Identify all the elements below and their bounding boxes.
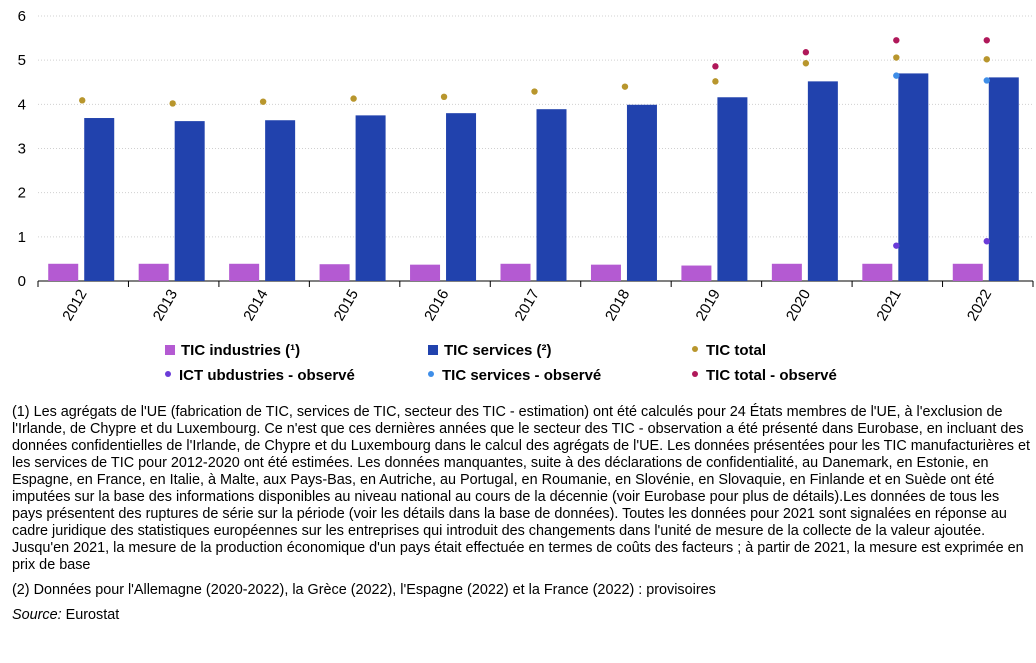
y-tick-label: 2 (18, 185, 26, 202)
bar-tic-services (626, 104, 657, 282)
footnote-1: (1) Les agrégats de l'UE (fabrication de… (12, 404, 1030, 573)
point-tic-total (440, 93, 448, 101)
point-tic-total (802, 60, 810, 67)
legend-dot-ict-observe (165, 371, 171, 377)
legend-label: ICT ubdustries - observé (179, 367, 355, 384)
point-ict-ubdustries-observ (893, 242, 900, 249)
legend: TIC industries (¹) TIC services (²) TIC … (0, 336, 1036, 392)
legend-item-tic-industries: TIC industries (¹) (165, 342, 300, 359)
legend-swatch-tic-industries (165, 345, 175, 355)
point-tic-total (169, 100, 176, 107)
bar-tic-services (898, 73, 929, 282)
y-tick-label: 0 (18, 273, 26, 290)
bar-tic-industries (48, 263, 79, 281)
legend-dot-tic-services-observe (428, 371, 434, 377)
x-tick-label: 2014 (240, 287, 271, 324)
bar-tic-services (265, 120, 296, 281)
point-ict-ubdustries-observ (983, 238, 990, 245)
legend-swatch-tic-services (428, 345, 438, 355)
source-label: Source: (12, 607, 62, 623)
point-tic-total (893, 54, 900, 61)
point-tic-total (79, 97, 86, 104)
point-tic-total (259, 98, 267, 105)
source-line: Source: Eurostat (12, 607, 1030, 624)
bar-tic-services (807, 81, 838, 281)
point-tic-total (531, 88, 538, 95)
y-tick-label: 3 (18, 141, 26, 158)
legend-dot-tic-total (692, 346, 698, 352)
x-tick-label: 2022 (964, 287, 995, 324)
y-tick-label: 5 (18, 52, 26, 69)
point-tic-total (350, 95, 357, 102)
y-tick-label: 4 (18, 96, 26, 113)
x-tick-label: 2013 (150, 287, 181, 324)
point-tic-total-observ (712, 63, 719, 70)
legend-label: TIC industries (¹) (181, 342, 301, 359)
bar-tic-industries (862, 263, 893, 281)
bar-tic-services (446, 113, 477, 282)
point-tic-services-observ (893, 72, 900, 79)
bar-tic-industries (681, 265, 712, 281)
bar-tic-services (988, 77, 1019, 282)
x-tick-label: 2015 (331, 287, 362, 324)
x-tick-label: 2021 (873, 287, 904, 324)
footnote-2: (2) Données pour l'Allemagne (2020-2022)… (12, 582, 716, 598)
x-tick-label: 2017 (512, 287, 543, 324)
y-tick-label: 1 (18, 229, 26, 246)
point-tic-total-observ (983, 37, 990, 44)
legend-item-ict-observe: ICT ubdustries - observé (165, 367, 355, 384)
bar-tic-industries (138, 263, 169, 281)
point-tic-total (712, 78, 719, 85)
legend-item-tic-total: TIC total (692, 342, 766, 359)
legend-label: TIC services (²) (444, 342, 552, 359)
point-tic-total (621, 83, 629, 90)
point-tic-services-observ (983, 77, 990, 84)
legend-label: TIC total (706, 342, 766, 359)
legend-dot-tic-total-observe (692, 371, 698, 377)
bar-tic-industries (771, 263, 802, 281)
bar-tic-industries (500, 263, 531, 281)
x-tick-label: 2018 (602, 287, 633, 324)
bar-tic-services (174, 121, 205, 281)
legend-label: TIC services - observé (442, 367, 602, 384)
bar-tic-services (84, 118, 115, 282)
bar-tic-industries (952, 263, 983, 281)
bar-tic-services (717, 97, 748, 282)
y-tick-label: 6 (18, 8, 26, 25)
bar-tic-industries (229, 263, 260, 281)
point-tic-total-observ (802, 49, 810, 56)
x-tick-label: 2016 (421, 287, 452, 324)
bar-tic-industries (410, 264, 441, 281)
bar-tic-services (355, 115, 386, 281)
bar-tic-services (536, 109, 567, 281)
legend-item-tic-services-observe: TIC services - observé (428, 367, 601, 384)
footnotes: (1) Les agrégats de l'UE (fabrication de… (12, 404, 1030, 632)
bar-tic-industries (590, 264, 621, 281)
x-tick-label: 2019 (692, 287, 723, 324)
point-tic-total-observ (893, 37, 900, 44)
bar-tic-industries (319, 264, 350, 281)
x-tick-label: 2012 (59, 287, 90, 324)
legend-item-tic-services: TIC services (²) (428, 342, 552, 359)
x-tick-label: 2020 (783, 287, 814, 324)
source-value: Eurostat (61, 607, 120, 623)
chart: 0 1 2 3 4 5 6 2012 2013 2014 2015 2016 2017 2018 2019 2… (18, 8, 1034, 324)
legend-label: TIC total - observé (706, 367, 837, 384)
legend-item-tic-total-observe: TIC total - observé (692, 367, 837, 384)
point-tic-total (983, 56, 990, 63)
